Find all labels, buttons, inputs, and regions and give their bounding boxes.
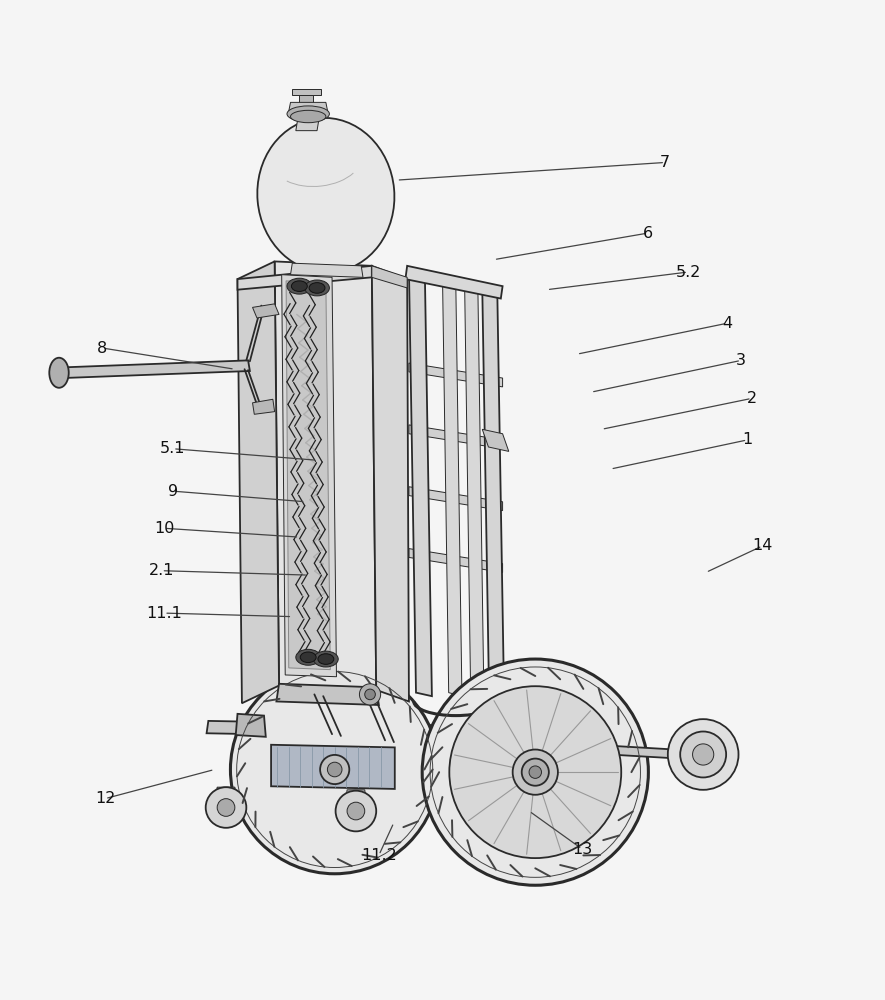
Circle shape — [681, 732, 726, 777]
Circle shape — [521, 759, 549, 786]
Polygon shape — [61, 360, 250, 378]
Polygon shape — [344, 790, 367, 814]
Polygon shape — [252, 304, 279, 318]
Polygon shape — [286, 281, 330, 670]
Ellipse shape — [313, 651, 338, 667]
Circle shape — [347, 802, 365, 820]
Ellipse shape — [258, 118, 395, 272]
Polygon shape — [299, 95, 313, 104]
Polygon shape — [442, 277, 462, 696]
Text: 8: 8 — [97, 341, 107, 356]
Polygon shape — [276, 684, 379, 705]
Circle shape — [529, 766, 542, 778]
Circle shape — [327, 762, 342, 777]
Circle shape — [335, 791, 376, 831]
Ellipse shape — [291, 281, 307, 291]
Text: 2: 2 — [747, 391, 757, 406]
Polygon shape — [292, 89, 320, 95]
Text: 6: 6 — [643, 226, 652, 241]
Text: 2.1: 2.1 — [149, 563, 174, 578]
Ellipse shape — [318, 654, 334, 664]
Ellipse shape — [296, 649, 320, 665]
Polygon shape — [409, 425, 503, 449]
Polygon shape — [409, 268, 432, 696]
Text: 10: 10 — [154, 521, 174, 536]
Circle shape — [668, 719, 738, 790]
Circle shape — [450, 686, 621, 858]
Ellipse shape — [290, 110, 326, 123]
Text: 12: 12 — [95, 791, 115, 806]
Polygon shape — [237, 261, 279, 703]
Polygon shape — [214, 787, 237, 810]
Circle shape — [230, 665, 439, 874]
Circle shape — [320, 755, 350, 784]
Polygon shape — [409, 549, 503, 572]
Polygon shape — [482, 429, 509, 451]
Ellipse shape — [287, 106, 329, 122]
Ellipse shape — [50, 358, 69, 388]
Polygon shape — [465, 283, 484, 705]
Text: 3: 3 — [736, 353, 746, 368]
Text: 7: 7 — [660, 155, 670, 170]
Polygon shape — [409, 487, 503, 511]
Text: 13: 13 — [572, 842, 592, 857]
Polygon shape — [235, 714, 266, 737]
Polygon shape — [482, 288, 504, 714]
Polygon shape — [372, 266, 407, 288]
Circle shape — [359, 684, 381, 705]
Circle shape — [422, 659, 649, 885]
Text: 14: 14 — [752, 538, 773, 553]
Polygon shape — [281, 275, 336, 677]
Text: 9: 9 — [168, 484, 178, 499]
Text: 11.2: 11.2 — [361, 848, 396, 863]
Polygon shape — [206, 721, 584, 740]
Text: 4: 4 — [722, 316, 732, 331]
Circle shape — [693, 744, 714, 765]
Polygon shape — [289, 102, 327, 111]
Circle shape — [512, 750, 558, 795]
Polygon shape — [296, 120, 319, 131]
Polygon shape — [271, 745, 395, 789]
Polygon shape — [252, 399, 274, 414]
Text: 1: 1 — [743, 432, 752, 447]
Circle shape — [205, 787, 246, 828]
Circle shape — [217, 799, 235, 816]
Polygon shape — [274, 261, 376, 690]
Polygon shape — [549, 742, 670, 758]
Text: 5.1: 5.1 — [160, 441, 186, 456]
Polygon shape — [290, 263, 363, 277]
Circle shape — [365, 689, 375, 700]
Ellipse shape — [304, 280, 329, 296]
Ellipse shape — [287, 278, 312, 294]
Polygon shape — [409, 363, 503, 387]
Text: 5.2: 5.2 — [675, 265, 701, 280]
Text: 11.1: 11.1 — [146, 606, 182, 621]
Ellipse shape — [300, 652, 316, 663]
Polygon shape — [405, 266, 503, 299]
Polygon shape — [372, 266, 409, 701]
Polygon shape — [237, 266, 372, 290]
Ellipse shape — [309, 283, 325, 293]
